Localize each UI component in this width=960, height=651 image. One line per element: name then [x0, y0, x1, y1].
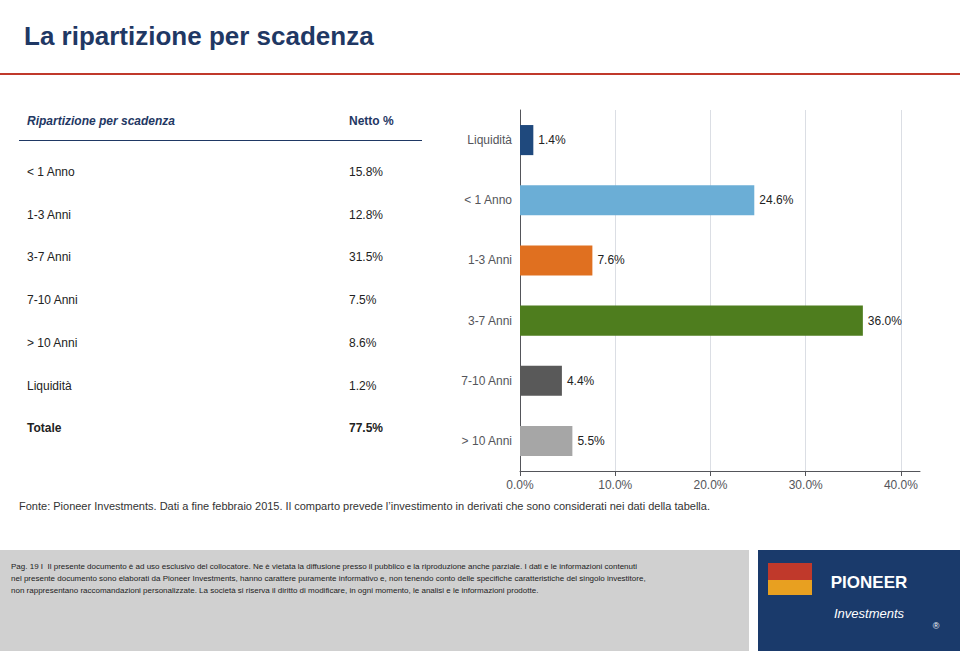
svg-text:0.0%: 0.0% [506, 478, 534, 492]
svg-text:77.5%: 77.5% [349, 421, 383, 435]
svg-text:Liquidità: Liquidità [27, 379, 72, 393]
svg-text:La ripartizione per scadenza: La ripartizione per scadenza [24, 21, 374, 51]
svg-text:8.6%: 8.6% [349, 336, 377, 350]
svg-text:1-3 Anni: 1-3 Anni [468, 253, 512, 267]
svg-text:30.0%: 30.0% [789, 478, 823, 492]
svg-text:3-7 Anni: 3-7 Anni [27, 250, 71, 264]
svg-text:5.5%: 5.5% [577, 434, 605, 448]
svg-text:31.5%: 31.5% [349, 250, 383, 264]
svg-text:7.6%: 7.6% [597, 253, 625, 267]
svg-text:> 10 Anni: > 10 Anni [27, 336, 77, 350]
svg-text:Ripartizione per scadenza: Ripartizione per scadenza [27, 114, 175, 128]
svg-text:Totale: Totale [27, 421, 62, 435]
svg-text:12.8%: 12.8% [349, 208, 383, 222]
svg-text:15.8%: 15.8% [349, 165, 383, 179]
svg-text:20.0%: 20.0% [693, 478, 727, 492]
svg-text:3-7 Anni: 3-7 Anni [468, 314, 512, 328]
svg-text:®: ® [933, 621, 940, 631]
svg-text:4.4%: 4.4% [567, 374, 595, 388]
svg-text:< 1 Anno: < 1 Anno [27, 165, 75, 179]
svg-text:1-3 Anni: 1-3 Anni [27, 208, 71, 222]
svg-text:24.6%: 24.6% [759, 193, 793, 207]
svg-text:Pag. 19 I Il presente documen: Pag. 19 I Il presente documento è ad uso… [11, 562, 637, 571]
svg-text:nel presente documento sono el: nel presente documento sono elaborati da… [11, 574, 646, 583]
svg-text:< 1 Anno: < 1 Anno [464, 193, 512, 207]
svg-text:7-10 Anni: 7-10 Anni [27, 293, 78, 307]
svg-text:non rappresentano raccomandazi: non rappresentano raccomandazioni person… [11, 586, 538, 595]
svg-text:36.0%: 36.0% [868, 314, 902, 328]
svg-text:1.4%: 1.4% [538, 133, 566, 147]
svg-text:Liquidità: Liquidità [467, 133, 512, 147]
svg-text:1.2%: 1.2% [349, 379, 377, 393]
svg-text:> 10 Anni: > 10 Anni [462, 434, 512, 448]
svg-text:7-10 Anni: 7-10 Anni [461, 374, 512, 388]
svg-text:10.0%: 10.0% [598, 478, 632, 492]
svg-text:PIONEER: PIONEER [831, 573, 908, 592]
svg-text:Fonte: Pioneer Investments. Da: Fonte: Pioneer Investments. Dati a fine … [19, 500, 710, 512]
svg-text:Investments: Investments [834, 606, 905, 621]
svg-text:7.5%: 7.5% [349, 293, 377, 307]
svg-text:Netto %: Netto % [349, 114, 394, 128]
svg-text:40.0%: 40.0% [884, 478, 918, 492]
